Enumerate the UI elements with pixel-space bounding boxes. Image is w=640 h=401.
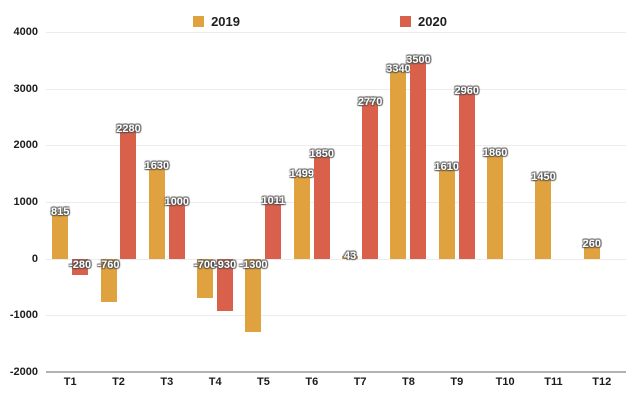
- bar-2019-T8: 3340: [386, 63, 411, 259]
- x-axis-label-T3: T3: [160, 376, 174, 388]
- y-axis-tick-label: 1000: [13, 196, 38, 208]
- bar-value-label: 260: [582, 237, 601, 250]
- y-axis-tick-label: 2000: [13, 139, 38, 152]
- bar-2020-T3: 1000: [165, 196, 189, 259]
- legend-swatch-2019: [193, 15, 205, 27]
- bar-value-label: 2960: [454, 84, 480, 97]
- bar-value-label: -930: [214, 258, 237, 271]
- category-column-T7: 43 2770: [336, 32, 384, 372]
- bar-value-label: 2280: [116, 123, 141, 136]
- category-column-T8: 3340 3500: [384, 32, 432, 372]
- bar-2019-T7: 43: [342, 250, 359, 262]
- x-axis-label-T10: T10: [495, 376, 515, 388]
- bar-2019-T10: 1860: [483, 147, 507, 259]
- bar-value-label: 1850: [309, 147, 335, 160]
- bar-value-label: 1450: [531, 170, 556, 183]
- gridline-1000: [46, 202, 626, 203]
- bar-2019-T1: 815: [51, 206, 69, 259]
- category-column-T6: 1499 1850: [288, 32, 336, 372]
- x-axis-label-T6: T6: [305, 376, 319, 388]
- bar-value-label: 1630: [144, 160, 170, 173]
- gridline--1000: [46, 315, 626, 317]
- bar-2019-T5: -1300: [239, 258, 268, 333]
- category-column-T10: 1860: [481, 32, 529, 372]
- bar-2020-T8: 3500: [406, 54, 431, 259]
- bar-value-label: 1499: [289, 167, 315, 180]
- bar-2019-T9: 1610: [435, 161, 459, 259]
- bar-value-label: 2770: [357, 95, 383, 108]
- bar-2020-T6: 1850: [310, 148, 334, 259]
- x-axis-label-T1: T1: [63, 376, 77, 388]
- x-axis-label-T7: T7: [353, 376, 367, 388]
- y-axis-tick-label: -2000: [9, 366, 38, 378]
- x-axis-label-T4: T4: [208, 376, 222, 388]
- legend-item-2019[interactable]: 2019: [193, 14, 240, 29]
- gridline-0: [46, 258, 626, 260]
- category-column-T4: -700 -930: [191, 32, 239, 372]
- category-column-T12: 260: [578, 32, 626, 372]
- bar-value-label: -700: [194, 258, 217, 271]
- plot-area: 4000 3000 2000 1000 0 -1000 -2000 815 -280 -760 2…: [10, 26, 626, 378]
- category-column-T1: 815 -280: [46, 32, 94, 372]
- bar-2019-T11: 1450: [531, 171, 556, 259]
- x-axis-label-T8: T8: [402, 376, 415, 388]
- bar-value-label: 43: [344, 250, 357, 263]
- x-axis-label-T2: T2: [112, 376, 125, 388]
- gridline-3000: [46, 88, 626, 90]
- bar-value-label: 3500: [406, 54, 431, 67]
- bar-2019-T4: -700: [194, 258, 217, 299]
- category-column-T3: 1630 1000: [143, 32, 191, 372]
- bar-value-label: 1610: [434, 161, 460, 174]
- bar-2020-T7: 2770: [358, 96, 382, 259]
- category-column-T11: 1450: [529, 32, 577, 372]
- bar-2020-T2: 2280: [116, 123, 141, 259]
- legend-item-2020[interactable]: 2020: [400, 14, 447, 29]
- chart-legend: 2019 2020: [0, 12, 640, 30]
- legend-swatch-2020: [400, 15, 411, 27]
- x-axis-label-T9: T9: [450, 376, 464, 388]
- bar-2019-T2: -760: [97, 258, 120, 302]
- bar-value-label: 1011: [261, 195, 286, 208]
- x-axis-label-T11: T11: [544, 376, 563, 388]
- legend-label: 2019: [211, 13, 240, 29]
- bar-value-label: 1000: [164, 196, 190, 208]
- y-axis-tick-label: 0: [31, 252, 38, 265]
- bar-2019-T12: 260: [583, 238, 601, 259]
- category-column-T9: 1610 2960: [433, 32, 481, 372]
- category-column-T2: -760 2280: [94, 32, 142, 372]
- bar-value-label: 1860: [482, 147, 508, 160]
- bar-value-label: -760: [97, 258, 120, 271]
- bar-value-label: -280: [69, 258, 92, 271]
- bar-value-label: 3340: [386, 63, 411, 76]
- bar-2019-T3: 1630: [145, 160, 169, 259]
- bars-container: 815 -280 -760 2280 1630 1000 -700 -930 -1300 1011…: [46, 32, 626, 372]
- bar-2019-T6: 1499: [290, 168, 314, 259]
- category-column-T5: -1300 1011: [239, 32, 287, 372]
- bar-2020-T5: 1011: [262, 195, 285, 259]
- legend-label: 2020: [418, 13, 447, 29]
- x-axis-line: [46, 371, 626, 373]
- bar-2020-T9: 2960: [455, 85, 479, 259]
- y-axis-tick-label: 3000: [13, 82, 38, 95]
- bar-value-label: 815: [50, 206, 70, 219]
- x-axis-labels: T1 T2 T3 T4 T5 T6 T7 T8 T9 T10 T11 T12: [46, 376, 626, 388]
- gridline-4000: [46, 32, 626, 33]
- bar-2020-T1: -280: [69, 258, 92, 275]
- gridline-2000: [46, 145, 626, 147]
- y-axis-tick-label: -1000: [9, 309, 38, 322]
- bar-2020-T4: -930: [214, 258, 237, 312]
- y-axis-tick-label: 4000: [13, 26, 38, 38]
- x-axis-label-T12: T12: [592, 376, 612, 388]
- x-axis-label-T5: T5: [257, 376, 270, 388]
- bar-value-label: -1300: [239, 258, 268, 271]
